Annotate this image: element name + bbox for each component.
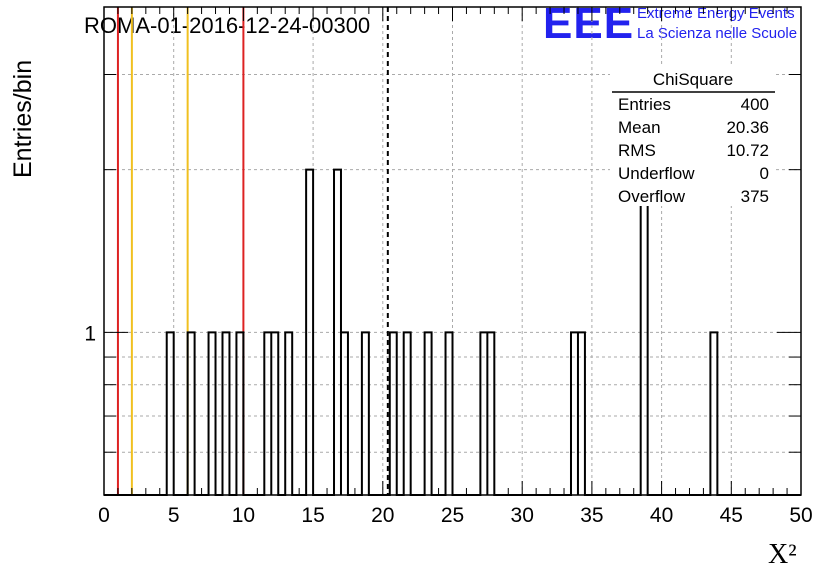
x-tick-label: 20 (371, 504, 394, 527)
x-tick-label: 35 (580, 504, 603, 527)
x-tick-label: 25 (441, 504, 464, 527)
stats-value-mean: 20.36 (726, 118, 769, 137)
x-tick-label: 10 (232, 504, 255, 527)
stats-box-background (610, 66, 775, 206)
x-tick-label: 40 (650, 504, 673, 527)
stats-label-underflow: Underflow (618, 164, 695, 183)
x-tick-label: 45 (720, 504, 743, 527)
stats-label-mean: Mean (618, 118, 661, 137)
stats-value-rms: 10.72 (726, 141, 769, 160)
x-tick-label: 50 (789, 504, 812, 527)
y-tick-label: 1 (84, 322, 96, 345)
eee-logo: EEE (543, 0, 634, 48)
x-tick-label: 0 (98, 504, 110, 527)
stats-value-underflow: 0 (760, 164, 769, 183)
stats-value-overflow: 375 (741, 187, 769, 206)
project-name-line2: La Scienza nelle Scuole (637, 25, 797, 42)
stats-label-entries: Entries (618, 95, 671, 114)
x-tick-label: 5 (168, 504, 180, 527)
stats-box: ChiSquare Entries 400 Mean 20.36 RMS 10.… (610, 66, 775, 206)
stats-label-overflow: Overflow (618, 187, 686, 206)
y-axis-label: Entries/bin (9, 60, 37, 178)
x-tick-label: 30 (511, 504, 534, 527)
project-name-line1: Extreme Energy Events (637, 5, 795, 22)
stats-value-entries: 400 (741, 95, 769, 114)
x-axis-label: X² (768, 539, 797, 570)
tick-layer: 0 5 10 15 20 25 30 35 40 45 50 1 (84, 7, 813, 527)
stats-label-rms: RMS (618, 141, 656, 160)
stats-box-title: ChiSquare (653, 70, 733, 89)
run-title: ROMA-01-2016-12-24-00300 (84, 13, 370, 38)
x-tick-label: 15 (301, 504, 324, 527)
